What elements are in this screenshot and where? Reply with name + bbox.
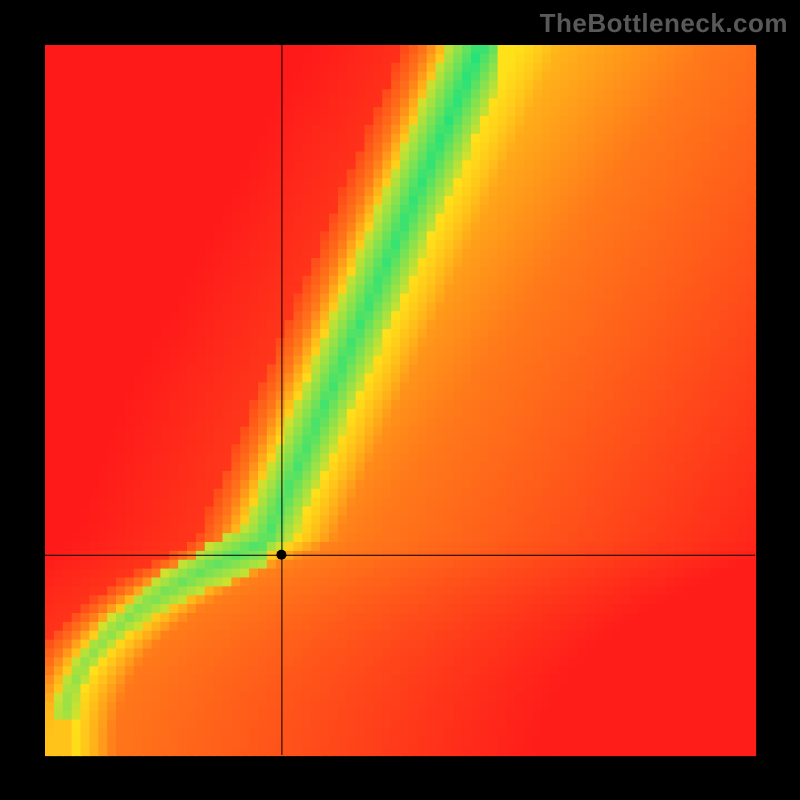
chart-container: TheBottleneck.com	[0, 0, 800, 800]
watermark-text: TheBottleneck.com	[540, 8, 788, 39]
bottleneck-heatmap	[0, 0, 800, 800]
